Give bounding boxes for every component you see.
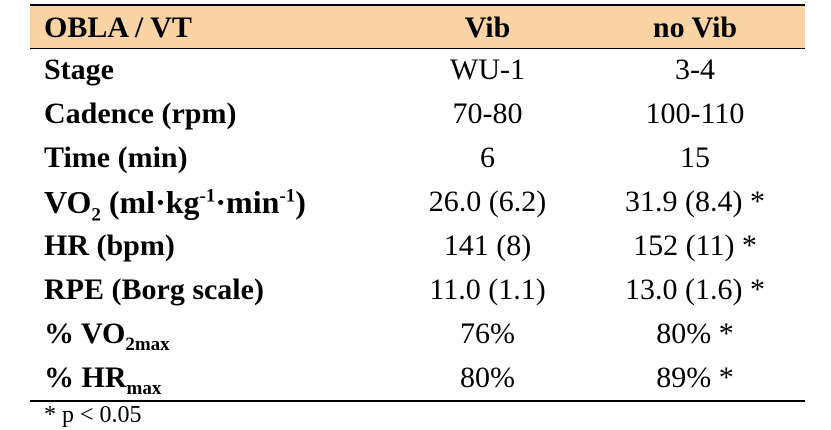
header-cell: no Vib: [652, 11, 738, 44]
row-label: HR (bpm): [44, 224, 175, 268]
table-row: Time (min) 6 15: [30, 136, 805, 180]
cell: 13.0 (1.6) *: [625, 273, 765, 306]
table-row: % VO2max 76% 80% *: [30, 312, 805, 356]
row-label: RPE (Borg scale): [44, 268, 264, 312]
label-subscript: 2max: [125, 334, 170, 355]
cell: 70-80: [452, 97, 523, 130]
label-superscript: -1: [279, 185, 296, 207]
cell: WU-1: [450, 53, 525, 86]
label-text: HR (bpm): [44, 229, 175, 262]
header-background: [30, 6, 805, 48]
cell: 6: [480, 141, 495, 174]
table-row: Stage WU-1 3-4: [30, 48, 805, 92]
header-cell: Vib: [464, 11, 511, 44]
label-text: VO: [44, 184, 92, 220]
row-label: VO2 (ml·kg-1·min-1): [44, 180, 306, 224]
table-top-rule: [30, 4, 805, 6]
label-text: ): [295, 184, 306, 220]
label-text: RPE (Borg scale): [44, 273, 264, 306]
table-row: VO2 (ml·kg-1·min-1) 26.0 (6.2) 31.9 (8.4…: [30, 180, 805, 224]
cell: 15: [680, 141, 710, 174]
row-label: Stage: [44, 48, 114, 92]
label-text: Cadence (rpm): [44, 97, 237, 130]
header-rule: [30, 48, 805, 49]
cell: 3-4: [675, 53, 715, 86]
row-label: % VO2max: [44, 312, 170, 356]
cell: 11.0 (1.1): [429, 273, 546, 306]
table-row: RPE (Borg scale) 11.0 (1.1) 13.0 (1.6) *: [30, 268, 805, 312]
label-text: % HR: [44, 361, 127, 394]
cell: 26.0 (6.2): [428, 185, 547, 218]
cell: 80%: [460, 361, 515, 394]
table-row: % HRmax 80% 89% *: [30, 356, 805, 400]
header-cell: OBLA / VT: [44, 11, 192, 44]
label-subscript: 2: [91, 204, 101, 226]
page: OBLA / VT Vib no Vib Stage WU-1 3-4 Cade…: [30, 4, 805, 428]
label-text: ·min: [215, 184, 280, 220]
label-text: (ml·kg: [100, 184, 200, 220]
label-text: Time (min): [44, 141, 188, 174]
row-label: Time (min): [44, 136, 188, 180]
header-row: OBLA / VT Vib no Vib: [30, 6, 805, 50]
cell: 152 (11) *: [633, 229, 757, 262]
cell: 141 (8): [443, 229, 532, 262]
cell: 100-110: [645, 97, 745, 130]
row-label: Cadence (rpm): [44, 92, 236, 136]
cell: 89% *: [656, 361, 734, 394]
table-bottom-rule: [30, 400, 805, 402]
label-text: Stage: [44, 53, 114, 86]
cell: 31.9 (8.4) *: [625, 185, 765, 218]
row-label: % HRmax: [44, 356, 161, 400]
table-row: HR (bpm) 141 (8) 152 (11) *: [30, 224, 805, 268]
label-text: % VO: [44, 317, 126, 350]
cell: 80% *: [656, 317, 734, 350]
label-subscript: max: [126, 378, 162, 399]
cell: 76%: [460, 317, 515, 350]
label-superscript: -1: [199, 185, 216, 207]
table-row: Cadence (rpm) 70-80 100-110: [30, 92, 805, 136]
footnote: * p < 0.05: [44, 402, 142, 428]
